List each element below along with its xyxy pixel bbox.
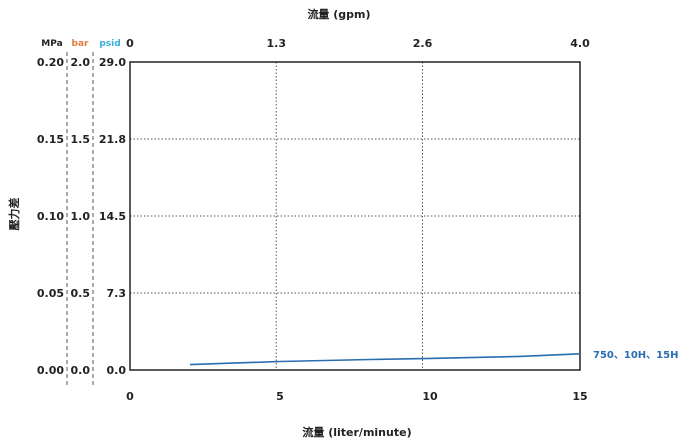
- x-bottom-tick-label: 10: [422, 390, 438, 403]
- x-bottom-axis-title: 流量 (liter/minute): [302, 425, 411, 439]
- series-label: 750、10H、15H: [593, 350, 678, 361]
- series-lines: 750、10H、15H: [189, 350, 678, 366]
- y-tick-labels: 0.00 0.05 0.10 0.15 0.20 0.0 0.5 1.0 1.5 2.0 0.0 7.…: [37, 56, 126, 377]
- y-tick-label-bar: 2.0: [71, 56, 91, 69]
- y-tick-label-mpa: 0.05: [37, 287, 64, 300]
- y-tick-label-mpa: 0.20: [37, 56, 64, 69]
- unit-headers: MPa bar psid: [41, 39, 120, 49]
- y-tick-label-psid: 29.0: [99, 56, 126, 69]
- y-tick-label-bar: 1.0: [71, 210, 91, 223]
- y-tick-label-psid: 21.8: [99, 133, 126, 146]
- y-tick-label-bar: 0.5: [71, 287, 91, 300]
- y-tick-label-psid: 7.3: [107, 287, 127, 300]
- y-tick-label-bar: 0.0: [71, 364, 91, 377]
- plot-frame: [129, 61, 581, 371]
- series-line: [189, 353, 581, 366]
- x-top-tick-labels: 0 1.3 2.6 4.0: [126, 37, 590, 50]
- unit-header-bar: bar: [72, 39, 90, 49]
- y-tick-label-bar: 1.5: [71, 133, 91, 146]
- unit-header-psid: psid: [99, 39, 120, 49]
- x-bottom-tick-labels: 0 5 10 15: [126, 390, 587, 403]
- y-tick-label-mpa: 0.00: [37, 364, 64, 377]
- unit-header-mpa: MPa: [41, 39, 62, 49]
- y-tick-label-mpa: 0.10: [37, 210, 64, 223]
- x-top-tick-label: 4.0: [570, 37, 590, 50]
- x-bottom-tick-label: 5: [276, 390, 284, 403]
- grid-lines: [130, 62, 580, 370]
- x-bottom-tick-label: 0: [126, 390, 134, 403]
- y-tick-label-mpa: 0.15: [37, 133, 64, 146]
- x-top-axis-title: 流量 (gpm): [307, 7, 370, 21]
- x-top-tick-label: 0: [126, 37, 134, 50]
- x-top-tick-label: 2.6: [413, 37, 433, 50]
- y-axis-title: 壓力差: [7, 198, 21, 231]
- y-tick-label-psid: 0.0: [107, 364, 127, 377]
- x-bottom-tick-label: 15: [572, 390, 587, 403]
- y-tick-label-psid: 14.5: [99, 210, 126, 223]
- x-top-tick-label: 1.3: [267, 37, 287, 50]
